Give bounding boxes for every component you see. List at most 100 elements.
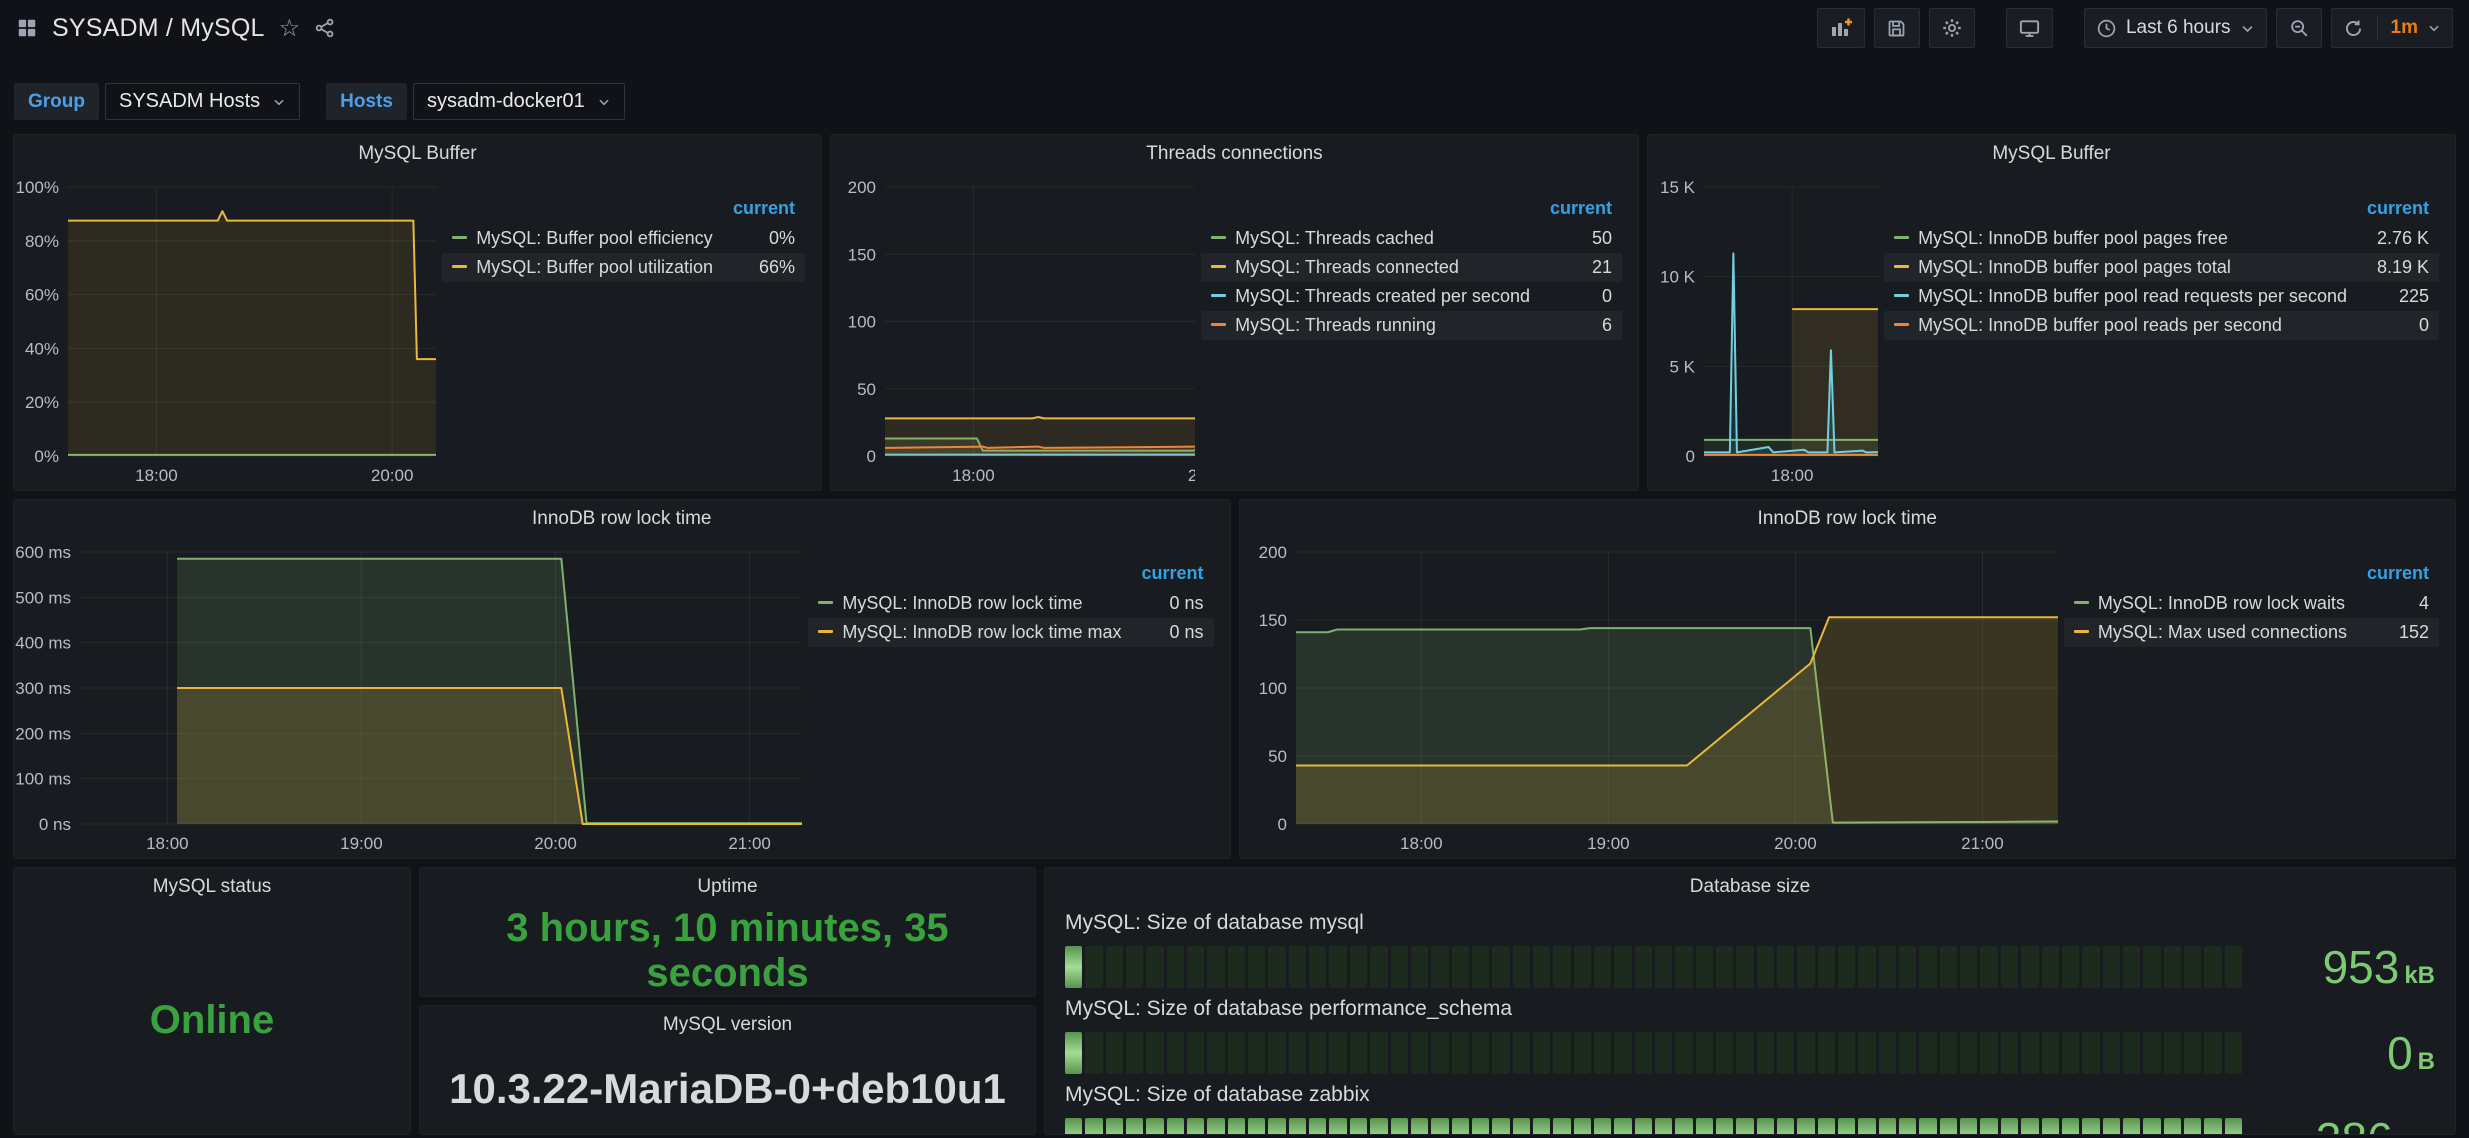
svg-text:15 K: 15 K xyxy=(1660,178,1696,197)
legend-item[interactable]: MySQL: Threads running 6 xyxy=(1201,311,1622,340)
panel-title[interactable]: MySQL Buffer xyxy=(358,143,477,164)
refresh-interval-label: 1m xyxy=(2390,17,2418,38)
refresh-button-group[interactable]: 1m xyxy=(2330,8,2453,48)
share-icon[interactable] xyxy=(314,17,336,39)
svg-text:18:00: 18:00 xyxy=(952,466,995,485)
legend-current-header[interactable]: current xyxy=(1549,198,1612,218)
time-series-chart[interactable]: 05010015020018:0019:0020:0021:0022:0023:… xyxy=(1240,538,2058,858)
favorite-star-icon[interactable]: ☆ xyxy=(278,14,301,42)
gauge-cell-dim xyxy=(1960,946,1978,988)
panel-title[interactable]: MySQL version xyxy=(662,1014,793,1035)
legend-current-value: 0% xyxy=(768,228,795,248)
time-series-chart[interactable]: 0 ns 100 ms 200 ms 300 ms 400 ms 500 ms 600 ms… xyxy=(14,538,803,858)
panel-title[interactable]: Threads connections xyxy=(1146,143,1323,164)
gauge-cell-lit xyxy=(2041,1118,2059,1134)
gauge-cell-dim xyxy=(1919,1032,1937,1074)
dashboard-settings-button[interactable] xyxy=(1928,8,1975,48)
gauge-cell-dim xyxy=(1227,946,1246,988)
bar-gauge-label: MySQL: Size of database mysql xyxy=(1065,911,1364,934)
panel-title[interactable]: Database size xyxy=(1689,876,1811,897)
legend-item[interactable]: MySQL: InnoDB buffer pool pages total 8.1… xyxy=(1884,253,2439,282)
legend-current-header[interactable]: current xyxy=(2366,563,2429,583)
panel-title[interactable]: MySQL status xyxy=(152,876,272,897)
gauge-cell-dim xyxy=(1370,946,1388,988)
legend-item[interactable]: MySQL: InnoDB buffer pool reads per seco… xyxy=(1884,311,2439,340)
gauge-cell-dim xyxy=(1227,1032,1246,1074)
legend-item[interactable]: MySQL: Threads connected 21 xyxy=(1201,253,1622,282)
legend-item[interactable]: MySQL: Max used connections 152 xyxy=(2063,618,2439,647)
legend-item[interactable]: MySQL: InnoDB buffer pool read requests … xyxy=(1884,282,2439,311)
dashboard-title[interactable]: SYSADM / MySQL xyxy=(52,13,265,42)
legend-item[interactable]: MySQL: InnoDB buffer pool pages free 2.76… xyxy=(1884,224,2439,253)
add-panel-button[interactable] xyxy=(1816,8,1865,48)
gauge-cell-dim xyxy=(1716,1032,1734,1074)
bar-gauge-cells xyxy=(1065,946,2242,988)
gauge-cell-lit xyxy=(1187,1118,1205,1134)
gauge-cell-dim xyxy=(1288,1032,1307,1074)
gauge-cell-lit xyxy=(2163,1118,2181,1134)
legend-current-value: 6 xyxy=(1601,315,1612,335)
legend-current-header[interactable]: current xyxy=(1141,563,1204,583)
gauge-cell-lit xyxy=(1532,1118,1551,1134)
gauge-cell-lit xyxy=(1960,1118,1978,1134)
legend-item[interactable]: MySQL: InnoDB row lock waits 4 xyxy=(2064,589,2439,618)
gauge-cell-dim xyxy=(2061,946,2080,988)
zoom-out-button[interactable] xyxy=(2275,8,2322,48)
panel-title[interactable]: InnoDB row lock time xyxy=(531,508,712,529)
gauge-cell-lit xyxy=(1146,1118,1164,1134)
gauge-cell-dim xyxy=(2082,946,2100,988)
panel-title[interactable]: MySQL Buffer xyxy=(1992,143,2111,164)
gauge-cell-dim xyxy=(1634,1032,1652,1074)
gauge-cell-dim xyxy=(1675,1032,1693,1074)
chart-legend: current MySQL: InnoDB row lock waits 4 MySQ… xyxy=(2058,538,2455,858)
bar-gauge-label: MySQL: Size of database performance_sche… xyxy=(1065,997,1513,1020)
svg-text:18:00: 18:00 xyxy=(135,466,178,485)
gauge-cell-dim xyxy=(1085,946,1103,988)
dashboard-grid-icon[interactable] xyxy=(16,17,38,39)
legend-current-header[interactable]: current xyxy=(732,198,795,218)
gauge-cell-dim xyxy=(2122,946,2141,988)
divider xyxy=(2376,16,2378,40)
legend-series-label: MySQL: Threads running xyxy=(1235,315,1436,335)
panel-title[interactable]: Uptime xyxy=(697,876,758,897)
gauge-cell-dim xyxy=(1207,946,1225,988)
gauge-cell-lit xyxy=(1838,1118,1856,1134)
group-variable-dropdown[interactable]: SYSADM Hosts xyxy=(105,83,301,120)
gauge-cell-lit xyxy=(2224,1118,2242,1134)
gauge-cell-dim xyxy=(1634,946,1652,988)
chevron-down-icon xyxy=(2242,25,2252,32)
legend-current-value: 21 xyxy=(1591,257,1612,277)
legend-item[interactable]: MySQL: Threads created per second 0 xyxy=(1201,282,1622,311)
series-color-swatch-icon xyxy=(452,265,468,269)
gauge-cell-lit xyxy=(1553,1118,1571,1134)
gauge-cell-dim xyxy=(1085,1032,1103,1074)
gauge-cell-lit xyxy=(1085,1118,1103,1134)
gauge-cell-lit xyxy=(1410,1118,1429,1134)
time-range-picker[interactable]: Last 6 hours xyxy=(2083,8,2267,48)
gauge-cell-dim xyxy=(2224,1032,2242,1074)
gauge-cell-dim xyxy=(2102,946,2120,988)
cycle-view-mode-button[interactable] xyxy=(2005,8,2053,48)
panel-innodb-row-lock-time: InnoDB row lock time 0 ns 100 ms 200 ms 300… xyxy=(13,499,1231,859)
gauge-cell-lit xyxy=(1471,1118,1490,1134)
legend-item[interactable]: MySQL: Buffer pool utilization 66% xyxy=(442,253,805,282)
gauge-cell-lit xyxy=(1105,1118,1124,1134)
legend-item[interactable]: MySQL: Threads cached 50 xyxy=(1201,224,1622,253)
svg-text:200: 200 xyxy=(848,178,876,197)
gauge-cell-dim xyxy=(1492,1032,1510,1074)
legend-current-value: 4 xyxy=(2418,593,2429,613)
gauge-cell-dim xyxy=(1756,946,1775,988)
series-color-swatch-icon xyxy=(1211,236,1227,240)
time-range-label: Last 6 hours xyxy=(2125,17,2231,38)
save-dashboard-button[interactable] xyxy=(1873,8,1920,48)
legend-item[interactable]: MySQL: Buffer pool efficiency 0% xyxy=(442,224,805,253)
legend-current-header[interactable]: current xyxy=(2366,198,2429,218)
hosts-variable-dropdown[interactable]: sysadm-docker01 xyxy=(412,83,625,120)
panel-title[interactable]: InnoDB row lock time xyxy=(1757,508,1937,529)
legend-item[interactable]: MySQL: InnoDB row lock time max 0 ns xyxy=(808,618,1214,647)
legend-item[interactable]: MySQL: InnoDB row lock time 0 ns xyxy=(808,589,1213,618)
